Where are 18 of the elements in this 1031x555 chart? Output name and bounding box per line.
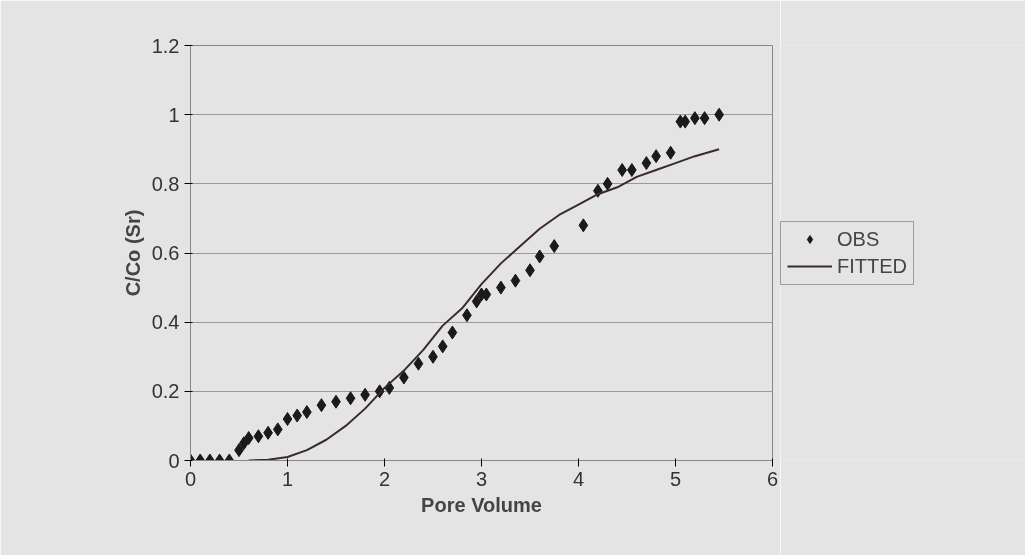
x-tick-label: 1	[281, 467, 294, 490]
legend-label: FITTED	[837, 254, 907, 278]
x-tick-label: 3	[475, 467, 488, 490]
y-tick-label: 0.2	[151, 380, 180, 403]
y-tick-label: 1	[168, 103, 180, 126]
y-axis-title: C/Co (Sr)	[121, 209, 144, 297]
y-tick-label: 0.6	[151, 242, 180, 264]
legend-label: OBS	[837, 227, 880, 251]
y-tick-label: 0.4	[151, 311, 180, 334]
y-tick-label: 0.8	[151, 172, 180, 195]
x-tick-label: 0	[184, 467, 197, 490]
y-tick-label: 1.2	[151, 34, 180, 57]
x-tick-label: 5	[669, 467, 682, 490]
x-axis-title: Pore Volume	[421, 493, 542, 516]
x-tick-label: 4	[572, 467, 585, 490]
x-tick-label: 2	[378, 467, 391, 490]
y-tick-label: 0	[168, 449, 180, 472]
x-tick-label: 6	[766, 467, 779, 490]
